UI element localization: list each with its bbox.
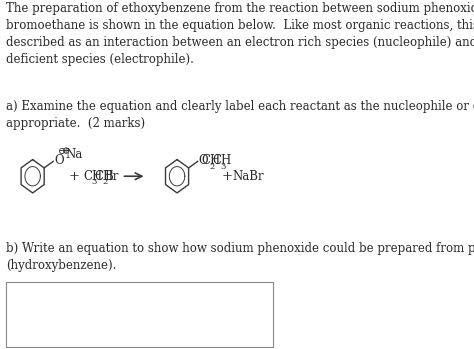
Text: 3: 3 bbox=[92, 178, 97, 186]
Text: CH: CH bbox=[212, 154, 231, 167]
Text: The preparation of ethoxybenzene from the reaction between sodium phenoxide and
: The preparation of ethoxybenzene from th… bbox=[6, 2, 474, 66]
FancyBboxPatch shape bbox=[6, 282, 273, 347]
Text: +: + bbox=[221, 170, 233, 183]
Text: CH: CH bbox=[94, 170, 113, 183]
Text: 2: 2 bbox=[102, 178, 108, 186]
Text: ⊖: ⊖ bbox=[58, 147, 66, 156]
Text: b) Write an equation to show how sodium phenoxide could be prepared from phenol
: b) Write an equation to show how sodium … bbox=[6, 242, 474, 272]
Text: a) Examine the equation and clearly label each reactant as the nucleophile or el: a) Examine the equation and clearly labe… bbox=[6, 100, 474, 130]
Text: O: O bbox=[54, 154, 64, 167]
Text: Na: Na bbox=[66, 148, 83, 161]
Text: NaBr: NaBr bbox=[233, 170, 264, 183]
Text: CH: CH bbox=[83, 170, 103, 183]
Text: ⊕: ⊕ bbox=[62, 147, 70, 156]
Text: O: O bbox=[198, 154, 208, 167]
Text: +: + bbox=[69, 170, 80, 183]
Text: 2: 2 bbox=[210, 163, 215, 171]
Text: 3: 3 bbox=[220, 163, 226, 171]
Text: CH: CH bbox=[201, 154, 221, 167]
Text: Br: Br bbox=[104, 170, 118, 183]
